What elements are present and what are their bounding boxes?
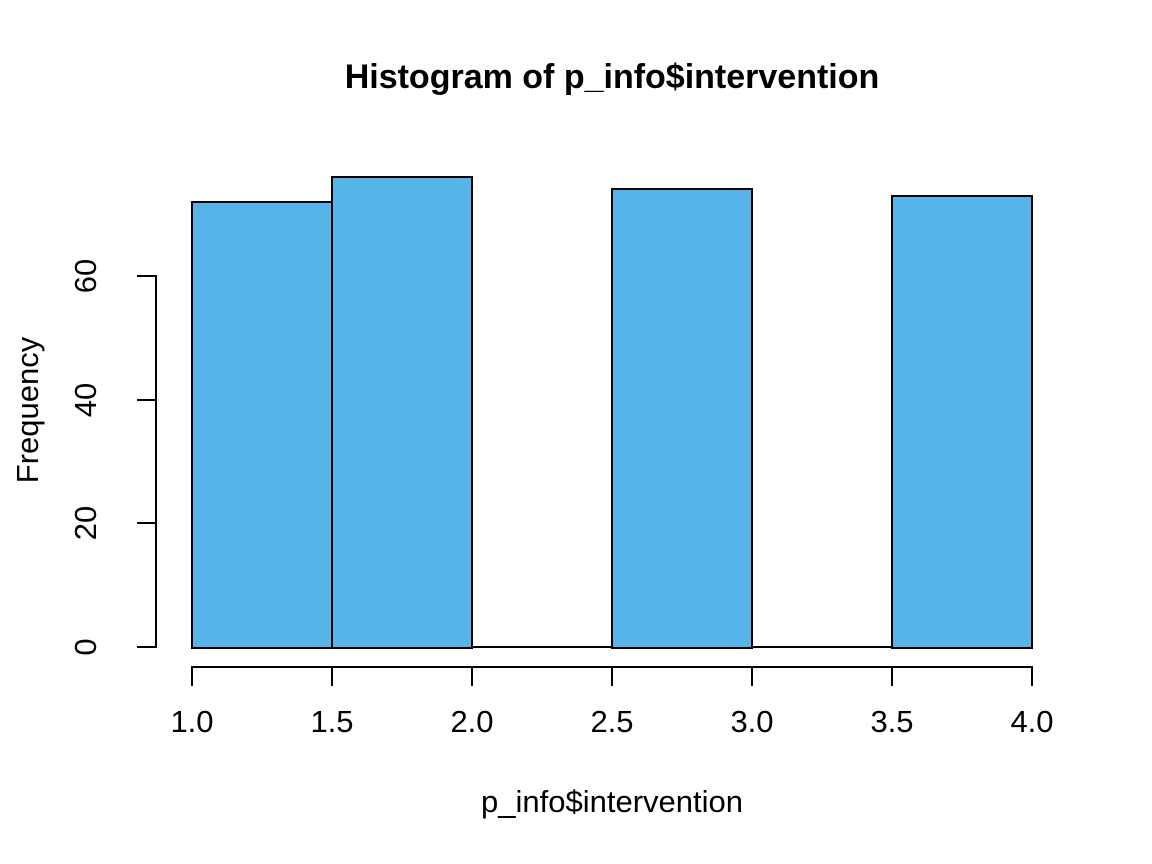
histogram-bar — [331, 176, 473, 649]
y-tick-label: 60 — [68, 258, 103, 294]
x-axis-label: p_info$intervention — [481, 784, 743, 819]
x-tick-mark — [1031, 668, 1033, 686]
y-tick-label: 40 — [68, 382, 103, 417]
x-tick-mark — [191, 668, 193, 686]
x-tick-mark — [891, 668, 893, 686]
y-tick-label: 20 — [68, 506, 103, 541]
y-tick-mark — [137, 646, 155, 648]
x-axis-line — [191, 666, 1033, 668]
y-tick-mark — [137, 275, 155, 277]
x-tick-label: 2.0 — [450, 704, 494, 739]
x-tick-label: 4.0 — [1010, 704, 1054, 739]
x-tick-label: 2.5 — [590, 704, 634, 739]
x-tick-mark — [331, 668, 333, 686]
x-tick-mark — [471, 668, 473, 686]
x-tick-label: 3.5 — [870, 704, 914, 739]
y-tick-mark — [137, 522, 155, 525]
histogram-bar-zero — [471, 646, 613, 648]
histogram-bar-zero — [751, 646, 893, 648]
y-tick-label: 0 — [68, 638, 103, 656]
y-axis-label: Frequency — [10, 336, 45, 484]
histogram-bar — [611, 188, 753, 649]
y-axis-line — [155, 275, 157, 648]
histogram-bar — [891, 194, 1033, 649]
x-tick-mark — [611, 668, 613, 686]
histogram-bar — [191, 200, 333, 649]
x-tick-label: 1.0 — [170, 704, 214, 739]
x-tick-mark — [751, 668, 753, 686]
x-tick-label: 3.0 — [730, 704, 774, 739]
x-tick-label: 1.5 — [310, 704, 354, 739]
y-tick-mark — [137, 398, 155, 401]
chart-title: Histogram of p_info$intervention — [344, 58, 880, 96]
